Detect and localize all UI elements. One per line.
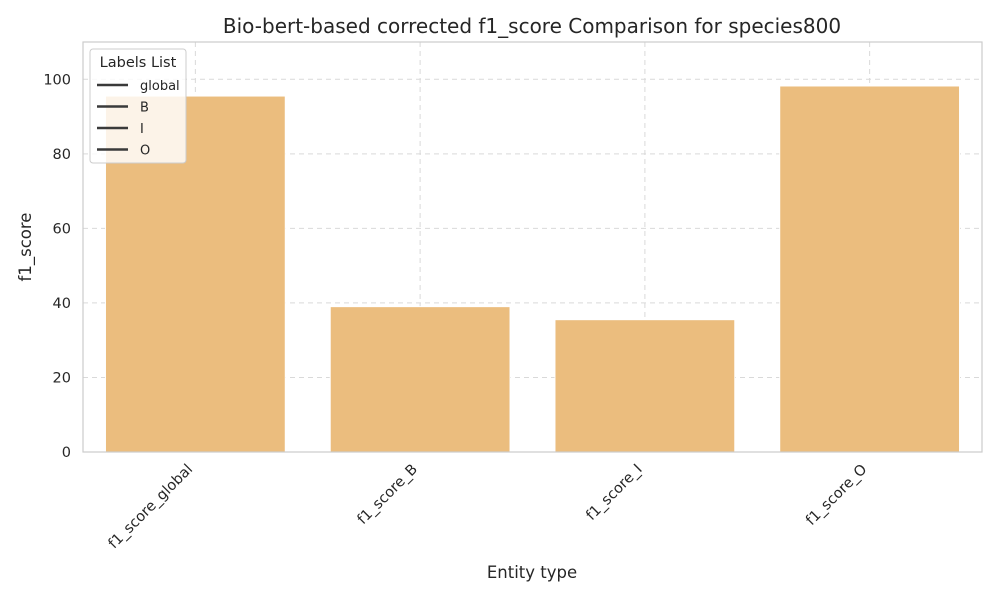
y-tick-label: 20	[53, 370, 71, 386]
x-tick-label: f1_score_O	[803, 462, 870, 529]
y-tick-label: 40	[53, 296, 71, 312]
y-tick-label: 100	[43, 72, 71, 88]
chart-title: Bio-bert-based corrected f1_score Compar…	[223, 14, 841, 38]
bar-f1_score_I	[554, 319, 736, 453]
x-tick-label: f1_score_B	[355, 462, 421, 528]
y-tick-label: 80	[53, 147, 71, 163]
bar-f1_score_O	[779, 85, 961, 453]
bars	[104, 85, 961, 453]
bar-f1_score_B	[329, 306, 511, 453]
legend-entry: B	[140, 101, 149, 116]
legend-entry: I	[140, 122, 144, 137]
legend-entry: O	[140, 144, 150, 159]
legend-title: Labels List	[100, 55, 177, 71]
y-tick-label: 60	[53, 221, 71, 237]
x-axis-label: Entity type	[487, 563, 577, 582]
legend: Labels List global BIO	[89, 48, 187, 164]
plot-frame	[82, 41, 983, 453]
x-tick-label: f1_score_global	[106, 462, 197, 553]
y-tick-label: 0	[62, 445, 71, 461]
y-axis-label: f1_score	[16, 213, 36, 282]
legend-box	[89, 48, 187, 164]
legend-entry: global	[140, 79, 180, 94]
x-tick-label: f1_score_I	[583, 462, 645, 524]
